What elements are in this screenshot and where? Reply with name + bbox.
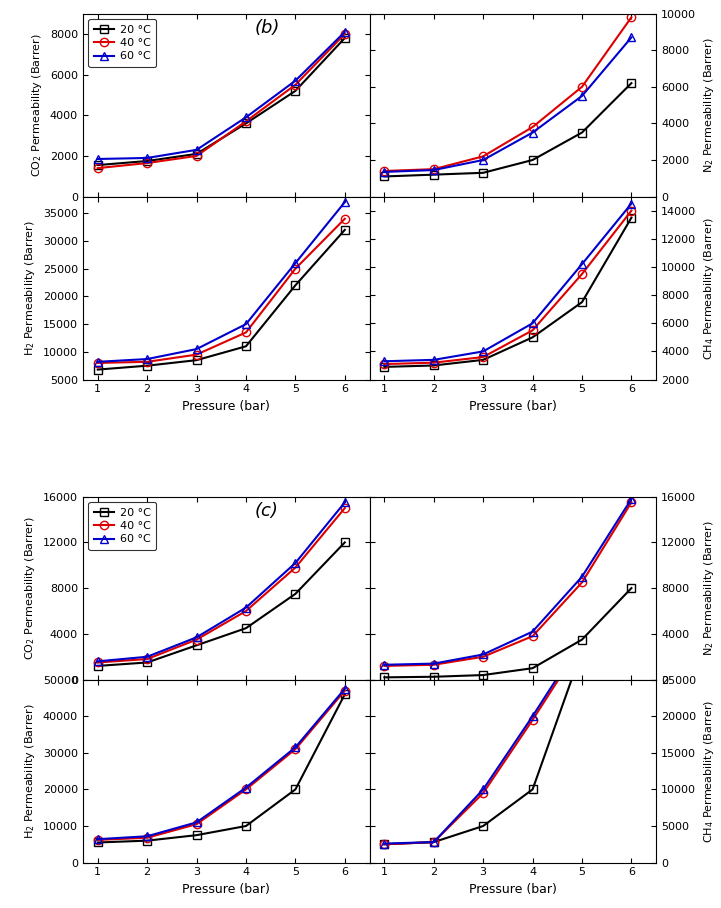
60 °C <box>193 632 201 643</box>
Y-axis label: CO$_2$ Permeability (Barrer): CO$_2$ Permeability (Barrer) <box>30 34 45 177</box>
Y-axis label: CH$_4$ Permeability (Barrer): CH$_4$ Permeability (Barrer) <box>702 699 716 843</box>
20 °C <box>291 588 300 599</box>
Line: 40 °C: 40 °C <box>94 30 349 173</box>
40 °C <box>340 28 349 39</box>
40 °C <box>193 634 201 645</box>
20 °C <box>94 660 102 671</box>
20 °C <box>340 33 349 44</box>
40 °C <box>291 79 300 90</box>
Y-axis label: CO$_2$ Permeability (Barrer): CO$_2$ Permeability (Barrer) <box>23 517 37 660</box>
Line: 20 °C: 20 °C <box>94 34 349 169</box>
Legend: 20 °C, 40 °C, 60 °C: 20 °C, 40 °C, 60 °C <box>89 19 156 67</box>
60 °C <box>340 497 349 508</box>
40 °C <box>143 654 151 665</box>
20 °C <box>143 155 151 166</box>
Y-axis label: N$_2$ Permeability (Barrer): N$_2$ Permeability (Barrer) <box>702 520 716 656</box>
Legend: 20 °C, 40 °C, 60 °C: 20 °C, 40 °C, 60 °C <box>89 502 156 550</box>
20 °C <box>291 85 300 96</box>
X-axis label: Pressure (bar): Pressure (bar) <box>469 883 557 896</box>
60 °C <box>242 602 250 613</box>
Text: (b): (b) <box>255 19 280 37</box>
20 °C <box>340 537 349 548</box>
40 °C <box>242 116 250 127</box>
20 °C <box>242 623 250 634</box>
60 °C <box>193 144 201 155</box>
X-axis label: Pressure (bar): Pressure (bar) <box>469 400 557 413</box>
20 °C <box>94 160 102 171</box>
Line: 60 °C: 60 °C <box>94 28 349 163</box>
60 °C <box>291 75 300 86</box>
40 °C <box>193 151 201 162</box>
Y-axis label: CH$_4$ Permeability (Barrer): CH$_4$ Permeability (Barrer) <box>702 216 716 360</box>
20 °C <box>193 640 201 651</box>
60 °C <box>340 26 349 37</box>
Y-axis label: H$_2$ Permeability (Barrer): H$_2$ Permeability (Barrer) <box>23 704 37 839</box>
X-axis label: Pressure (bar): Pressure (bar) <box>182 400 270 413</box>
Line: 60 °C: 60 °C <box>94 498 349 666</box>
60 °C <box>291 558 300 568</box>
Line: 40 °C: 40 °C <box>94 504 349 666</box>
60 °C <box>94 153 102 164</box>
40 °C <box>94 163 102 173</box>
20 °C <box>143 657 151 668</box>
Line: 20 °C: 20 °C <box>94 538 349 670</box>
Y-axis label: N$_2$ Permeability (Barrer): N$_2$ Permeability (Barrer) <box>702 37 715 173</box>
60 °C <box>94 656 102 666</box>
60 °C <box>143 153 151 163</box>
40 °C <box>242 606 250 617</box>
60 °C <box>242 112 250 123</box>
Y-axis label: H$_2$ Permeability (Barrer): H$_2$ Permeability (Barrer) <box>23 221 37 356</box>
X-axis label: Pressure (bar): Pressure (bar) <box>182 883 270 896</box>
20 °C <box>193 148 201 159</box>
40 °C <box>291 562 300 573</box>
40 °C <box>143 158 151 169</box>
40 °C <box>340 503 349 514</box>
40 °C <box>94 657 102 668</box>
Text: (c): (c) <box>255 502 279 520</box>
20 °C <box>242 118 250 129</box>
60 °C <box>143 651 151 662</box>
